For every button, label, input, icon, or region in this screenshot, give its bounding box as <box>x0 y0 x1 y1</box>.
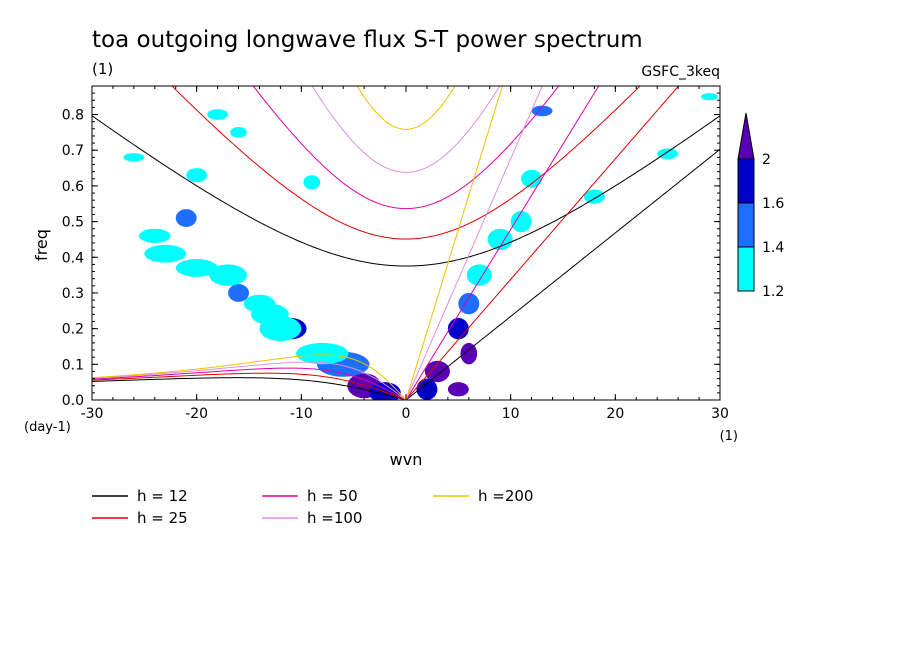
x-tick-label: -10 <box>290 406 313 422</box>
contour-fills <box>123 93 718 400</box>
contour-blob <box>487 228 513 251</box>
x-tick-label: 20 <box>606 406 624 422</box>
contour-blob <box>458 292 480 315</box>
legend-entry-label: h = 12 <box>137 487 188 505</box>
y-axis-ticks: 0.0 0.1 0.2 0.3 0.4 0.5 0.6 0.7 0.8 <box>62 92 720 409</box>
contour-blob <box>447 382 469 397</box>
y-axis-label: freq <box>32 229 51 261</box>
legend-entry-label: h =100 <box>307 509 362 527</box>
contour-blob <box>460 342 478 365</box>
x-axis-label: wvn <box>390 450 423 469</box>
contour-blob <box>243 294 276 313</box>
contour-blob <box>123 153 145 162</box>
x-unit-label: (1) <box>720 429 738 444</box>
dispersion-curve-line <box>405 148 720 400</box>
colorbar-level-label: 1.2 <box>762 284 784 300</box>
contour-blob <box>228 284 250 302</box>
dispersion-curve-line <box>405 86 503 400</box>
model-label: GSFC_3keq <box>641 64 720 80</box>
contour-blob <box>209 264 247 286</box>
x-axis-ticks: -30 -20 -10 0 10 20 30 <box>81 86 729 422</box>
dispersion-curve-line <box>92 367 407 400</box>
x-tick-label: 30 <box>711 406 729 422</box>
contour-blob <box>424 360 450 383</box>
contour-blob <box>139 228 171 243</box>
dispersion-curve-line <box>92 377 407 400</box>
plot-area <box>92 86 720 400</box>
contour-blob <box>447 317 469 340</box>
contour-blob <box>186 168 208 183</box>
y-tick-label: 0.8 <box>62 108 84 124</box>
dispersion-curve-line <box>92 361 407 400</box>
contour-blob <box>230 127 247 138</box>
contour-blob <box>207 109 229 120</box>
dispersion-curve-line <box>405 86 600 400</box>
y-tick-label: 0.3 <box>62 286 84 302</box>
colorbar-level-label: 1.4 <box>762 240 784 256</box>
dispersion-curve-line <box>311 86 501 173</box>
contour-blob <box>701 93 718 101</box>
chart-subtitle: (1) <box>92 60 113 78</box>
contour-blob <box>521 169 543 188</box>
dispersion-curve-line <box>171 86 641 240</box>
x-tick-label: -30 <box>81 406 104 422</box>
legend: h = 12 h = 25 h = 50 h =100 h =200 <box>92 487 533 527</box>
colorbar-level-label: 2 <box>762 152 771 168</box>
dispersion-curve-line <box>92 115 720 267</box>
colorbar-level-label: 1.6 <box>762 196 784 212</box>
contour-blob <box>175 209 197 227</box>
dispersion-curve-line <box>405 86 680 400</box>
contour-blob <box>175 259 218 277</box>
dispersion-curve-line <box>356 86 456 130</box>
x-tick-label: 10 <box>502 406 520 422</box>
legend-entry-label: h = 25 <box>137 509 188 527</box>
contour-blob <box>303 175 321 190</box>
contour-blob <box>466 264 492 286</box>
y-tick-label: 0.5 <box>62 215 84 231</box>
legend-entry-label: h = 50 <box>307 487 358 505</box>
contour-blob <box>144 244 187 263</box>
contour-blob <box>296 342 349 365</box>
y-tick-label: 0.2 <box>62 322 84 338</box>
contour-blob <box>583 189 605 204</box>
legend-entry-label: h =200 <box>478 487 533 505</box>
y-tick-label: 0.7 <box>62 143 84 159</box>
y-unit-label: (day-1) <box>24 420 71 435</box>
y-tick-label: 0.6 <box>62 179 84 195</box>
dispersion-curve-line <box>252 86 560 210</box>
dispersion-curve-line <box>92 372 407 400</box>
colorbar: 1.2 1.4 1.6 2 <box>737 112 784 300</box>
x-tick-label: 0 <box>402 406 411 422</box>
y-tick-label: 0.1 <box>62 357 84 373</box>
dispersion-curve-line <box>92 354 407 400</box>
plot-frame <box>91 85 721 401</box>
chart-title: toa outgoing longwave flux S-T power spe… <box>92 27 643 53</box>
dispersion-curve-line <box>405 86 543 400</box>
contour-blob <box>416 378 438 400</box>
contour-blob <box>657 148 679 160</box>
dispersion-curves <box>92 86 720 400</box>
y-tick-label: 0.4 <box>62 250 84 266</box>
y-tick-label: 0.0 <box>62 393 84 409</box>
colorbar-extend-arrow <box>737 112 755 160</box>
x-tick-label: -20 <box>185 406 208 422</box>
contour-blob <box>510 210 532 233</box>
